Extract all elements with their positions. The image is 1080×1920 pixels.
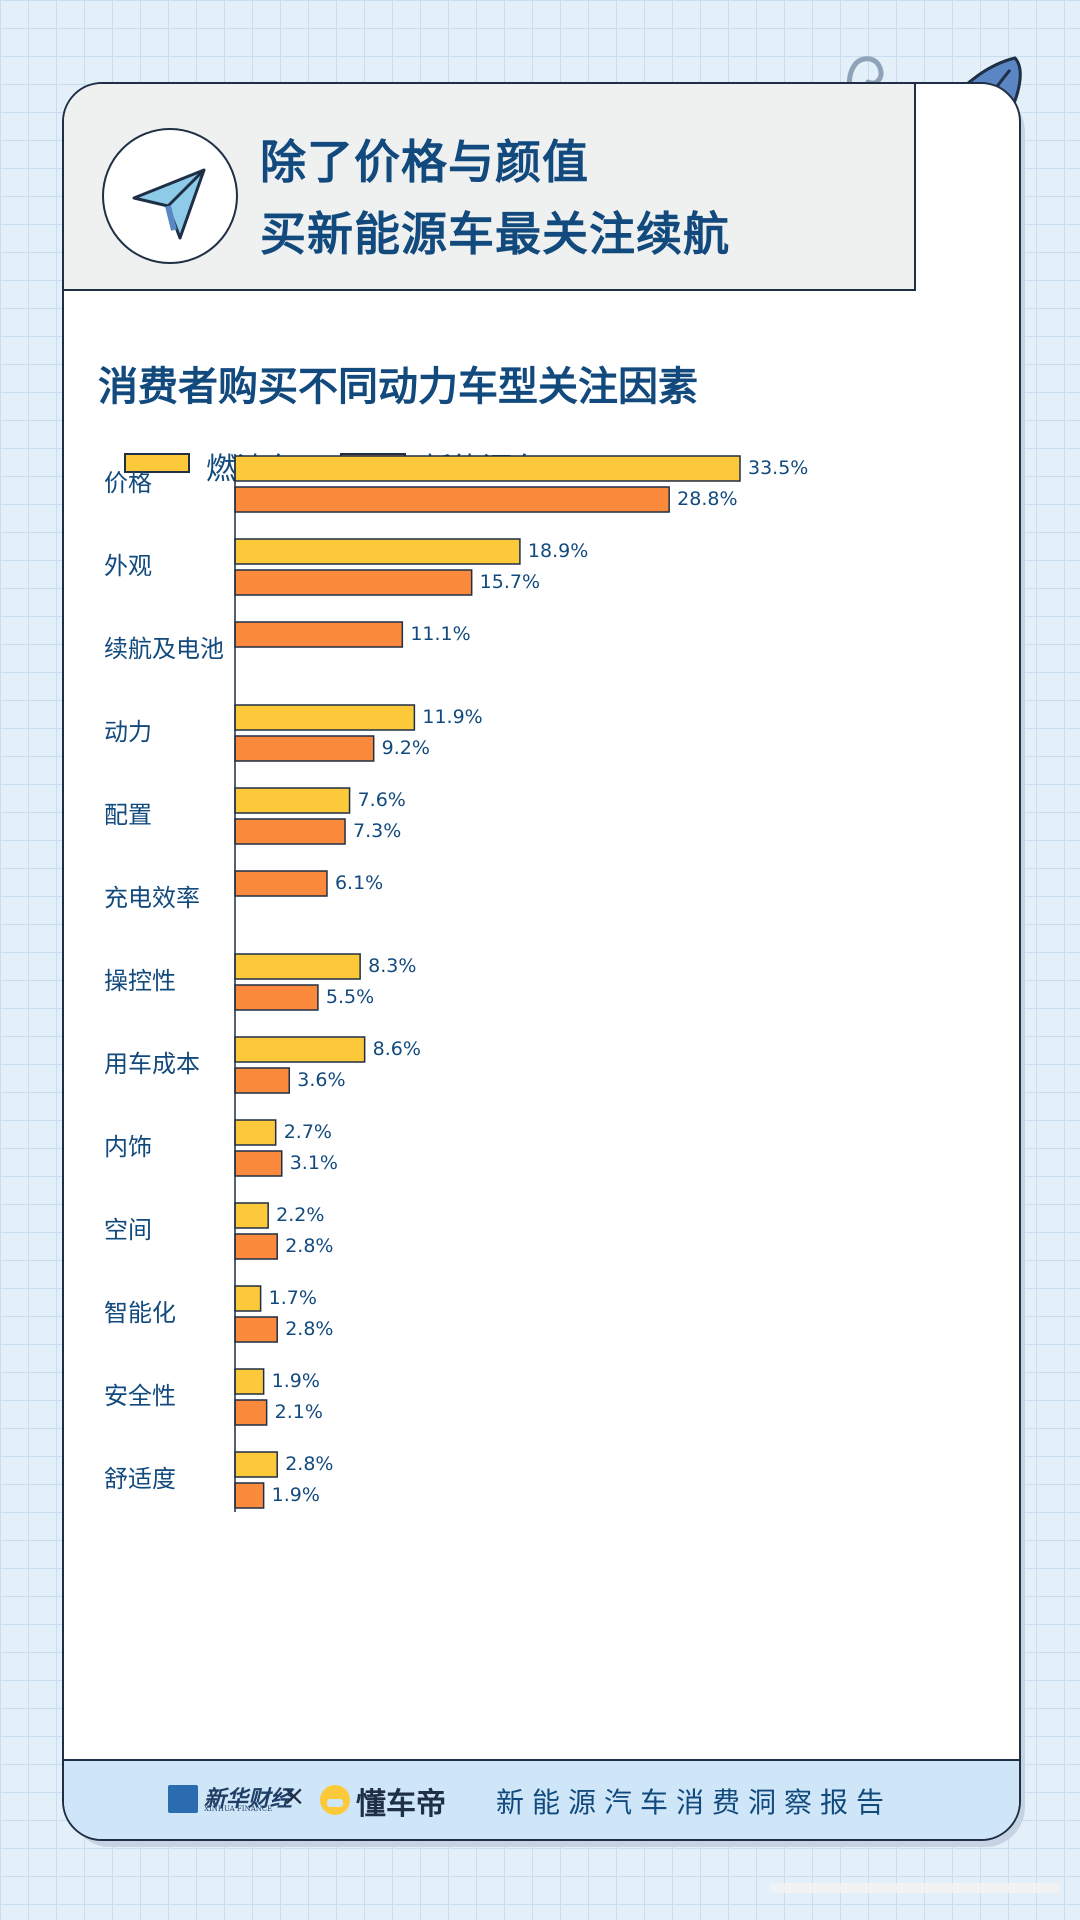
data-label-fuel: 8.6% xyxy=(373,1038,421,1060)
bar-nev xyxy=(234,1233,278,1260)
bar-nev xyxy=(234,621,404,648)
data-label-nev: 9.2% xyxy=(382,737,430,759)
footer-bar: 新华财经 XINHUA FINANCE × 懂车帝 新能源汽车消费洞察报告 xyxy=(64,1759,1019,1839)
data-label-nev: 1.9% xyxy=(272,1484,320,1506)
bar-fuel xyxy=(234,1119,277,1146)
data-label-nev: 5.5% xyxy=(326,986,374,1008)
bar-nev xyxy=(234,1482,265,1509)
data-label-nev: 2.8% xyxy=(285,1235,333,1257)
data-label-fuel: 1.7% xyxy=(269,1287,317,1309)
data-label-fuel: 2.7% xyxy=(284,1121,332,1143)
xinhua-logo-icon xyxy=(168,1785,198,1813)
data-label-nev: 28.8% xyxy=(677,488,737,510)
dongchedi-logo-icon xyxy=(320,1785,350,1815)
report-title: 新能源汽车消费洞察报告 xyxy=(496,1786,893,1819)
category-label: 价格 xyxy=(104,469,152,497)
data-label-nev: 3.6% xyxy=(297,1069,345,1091)
category-label: 舒适度 xyxy=(104,1465,176,1493)
category-label: 配置 xyxy=(104,801,152,829)
bar-nev xyxy=(234,486,670,513)
data-label-fuel: 8.3% xyxy=(368,955,416,977)
bar-nev xyxy=(234,735,375,762)
category-label: 操控性 xyxy=(104,967,176,995)
category-label: 安全性 xyxy=(104,1382,176,1410)
brand1-sub: XINHUA FINANCE xyxy=(204,1805,273,1813)
data-label-fuel: 1.9% xyxy=(272,1370,320,1392)
header-title-line2: 买新能源车最关注续航 xyxy=(260,207,730,261)
category-label: 内饰 xyxy=(104,1133,152,1161)
bar-fuel xyxy=(234,1036,366,1063)
header-banner: 除了价格与颜值 买新能源车最关注续航 xyxy=(64,84,916,291)
data-label-fuel: 2.2% xyxy=(276,1204,324,1226)
category-label: 用车成本 xyxy=(104,1050,200,1078)
bar-fuel xyxy=(234,538,521,565)
horizontal-scrollbar[interactable] xyxy=(770,1883,1060,1893)
data-label-nev: 15.7% xyxy=(480,571,540,593)
data-label-fuel: 11.9% xyxy=(422,706,482,728)
bar-nev xyxy=(234,569,473,596)
category-label: 动力 xyxy=(104,718,152,746)
infographic-card: 除了价格与颜值 买新能源车最关注续航 消费者购买不同动力车型关注因素 燃油车 新… xyxy=(62,82,1021,1841)
bar-fuel xyxy=(234,704,416,731)
bar-chart: 价格 33.5% 28.8% 外观 18.9% 15.7% 续航及电池 11.1% 动力 11.9… xyxy=(104,454,808,1512)
bar-fuel xyxy=(234,1285,262,1312)
logo-badge xyxy=(102,128,238,264)
bar-fuel xyxy=(234,953,361,980)
bar-nev xyxy=(234,984,319,1011)
data-label-nev: 2.8% xyxy=(285,1318,333,1340)
category-label: 空间 xyxy=(104,1216,152,1244)
category-label: 充电效率 xyxy=(104,884,200,912)
bar-nev xyxy=(234,818,346,845)
paper-plane-icon xyxy=(132,168,206,240)
brand-separator: × xyxy=(282,1779,306,1812)
chart-title: 消费者购买不同动力车型关注因素 xyxy=(98,364,698,410)
data-label-nev: 3.1% xyxy=(290,1152,338,1174)
bar-nev xyxy=(234,1316,278,1343)
bar-nev xyxy=(234,1067,291,1094)
header-title-line1: 除了价格与颜值 xyxy=(260,135,589,189)
data-label-fuel: 18.9% xyxy=(528,540,588,562)
category-label: 智能化 xyxy=(104,1299,176,1327)
bar-fuel xyxy=(234,1202,269,1229)
bar-fuel xyxy=(234,1451,278,1478)
bar-nev xyxy=(234,1399,268,1426)
data-label-nev: 7.3% xyxy=(353,820,401,842)
bar-fuel xyxy=(234,1368,265,1395)
category-label: 外观 xyxy=(104,552,152,580)
brand2-name: 懂车帝 xyxy=(356,1787,446,1822)
data-label-fuel: 7.6% xyxy=(358,789,406,811)
bar-fuel xyxy=(234,787,351,814)
data-label-nev: 11.1% xyxy=(410,623,470,645)
data-label-fuel: 2.8% xyxy=(285,1453,333,1475)
brand1-name: 新华财经 xyxy=(204,1786,293,1812)
bar-fuel xyxy=(234,455,741,482)
legend-swatch-fuel xyxy=(124,453,190,473)
bar-nev xyxy=(234,1150,283,1177)
category-label: 续航及电池 xyxy=(104,635,224,663)
data-label-nev: 6.1% xyxy=(335,872,383,894)
bar-nev xyxy=(234,870,328,897)
data-label-fuel: 33.5% xyxy=(748,457,808,479)
data-label-nev: 2.1% xyxy=(275,1401,323,1423)
